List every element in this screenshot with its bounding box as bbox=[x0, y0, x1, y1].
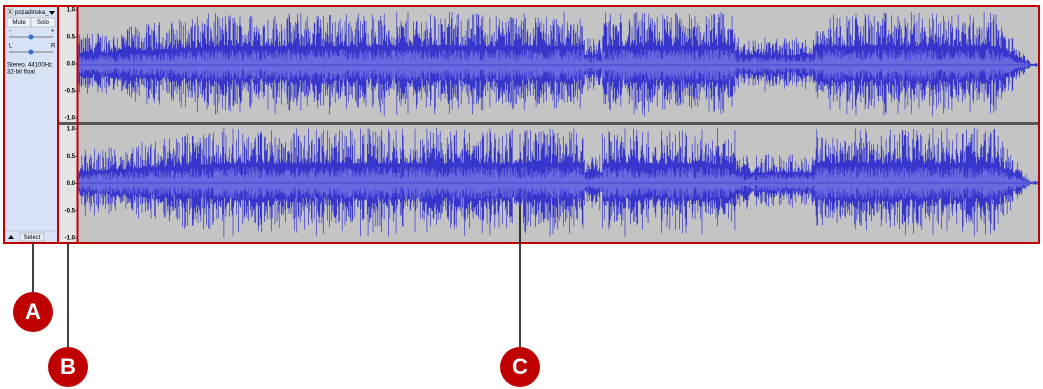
track-name[interactable]: pozadinska_ bbox=[15, 10, 49, 16]
outer-frame bbox=[3, 5, 1040, 244]
callout-a-label: A bbox=[25, 299, 41, 324]
callout-c-label: C bbox=[512, 354, 528, 379]
mute-label: Mute bbox=[12, 20, 26, 26]
ruler-label: -0.5 bbox=[65, 89, 76, 95]
track-bit-depth: 32-bit float bbox=[7, 70, 35, 76]
callout-b-label: B bbox=[60, 354, 76, 379]
callout-c bbox=[500, 347, 540, 387]
callout-a bbox=[13, 292, 53, 332]
track-menu-arrow[interactable] bbox=[49, 11, 55, 15]
callout-b bbox=[48, 347, 88, 387]
close-button[interactable] bbox=[6, 8, 14, 17]
ruler-label: 1.0 bbox=[67, 127, 76, 133]
ruler-label: 0.5 bbox=[67, 35, 76, 41]
solo-button[interactable] bbox=[30, 17, 56, 28]
solo-label: Solo bbox=[37, 20, 50, 26]
ruler-label: 0.0 bbox=[67, 181, 76, 187]
gain-min: - bbox=[9, 29, 11, 35]
pan-right: R bbox=[51, 44, 56, 50]
ruler-label: 0.0 bbox=[67, 62, 76, 68]
pan-left: L bbox=[9, 44, 13, 50]
track-format: Stereo, 44100Hz bbox=[7, 63, 52, 69]
ruler-label: 1.0 bbox=[67, 8, 76, 14]
ruler-label: -1.0 bbox=[65, 116, 76, 122]
select-button[interactable] bbox=[19, 232, 45, 242]
pan-slider-thumb[interactable] bbox=[28, 49, 34, 55]
select-label: Select bbox=[24, 235, 41, 241]
track-panel bbox=[5, 7, 57, 242]
ruler-label: -1.0 bbox=[65, 236, 76, 242]
close-label: X bbox=[8, 10, 12, 16]
gain-max: + bbox=[51, 29, 55, 35]
ruler-label: -0.5 bbox=[65, 208, 76, 214]
ruler-label: 0.5 bbox=[67, 154, 76, 160]
waveforms bbox=[78, 11, 1039, 238]
collapse-arrow[interactable] bbox=[8, 235, 14, 239]
gain-slider-thumb[interactable] bbox=[28, 34, 34, 40]
